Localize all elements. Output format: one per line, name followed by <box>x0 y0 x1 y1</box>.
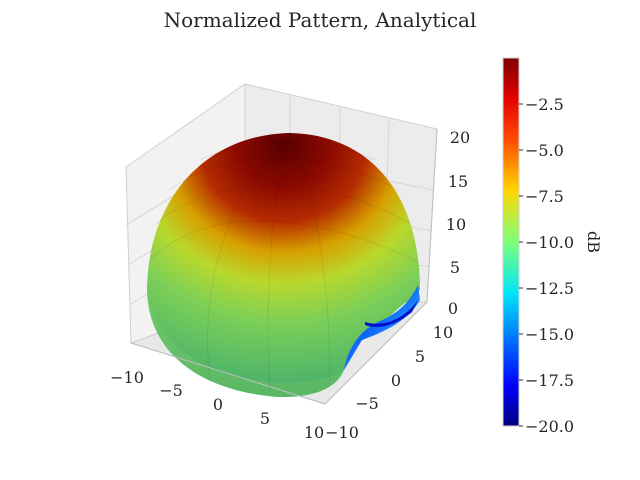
x-tick-label: 0 <box>213 395 223 414</box>
z-tick-label: 0 <box>448 299 458 318</box>
colorbar-tick-label: −15.0 <box>525 325 574 344</box>
colorbar-label: dB <box>584 231 603 253</box>
colorbar-gradient <box>502 57 520 427</box>
surface-mesh-lines <box>149 133 419 393</box>
surface-plot <box>147 133 420 398</box>
z-axis-ticks: 0 5 10 15 20 <box>446 128 470 318</box>
colorbar-tick-label: −17.5 <box>525 371 574 390</box>
z-tick-label: 10 <box>446 215 466 234</box>
x-tick-label: −10 <box>110 368 144 387</box>
colorbar-ticks: −2.5 −5.0 −7.5 −10.0 −12.5 −15.0 −17.5 −20.0 <box>519 95 574 436</box>
axis-lines <box>130 128 438 405</box>
y-tick-label: 0 <box>391 371 401 390</box>
notch-lower <box>365 300 418 328</box>
colorbar-tick-label: −12.5 <box>525 279 574 298</box>
y-tick-label: 10 <box>433 323 453 342</box>
colorbar-tick-label: −5.0 <box>525 141 564 160</box>
colorbar-tick-label: −20.0 <box>525 417 574 436</box>
z-tick-label: 20 <box>450 128 470 147</box>
colorbar-tick-label: −2.5 <box>525 95 564 114</box>
colorbar-tick-label: −7.5 <box>525 187 564 206</box>
chart-title: Normalized Pattern, Analytical <box>164 8 477 32</box>
dome-notch <box>344 285 420 370</box>
colorbar-tick-label: −10.0 <box>525 233 574 252</box>
x-tick-label: 10 <box>304 423 324 442</box>
y-tick-label: −5 <box>355 394 379 413</box>
y-axis-ticks: −10 −5 0 5 10 <box>325 323 453 442</box>
z-tick-label: 5 <box>450 258 460 277</box>
y-tick-label: 5 <box>415 347 425 366</box>
y-tick-label: −10 <box>325 423 359 442</box>
dome-surface <box>147 133 420 383</box>
x-axis-ticks: −10 −5 0 5 10 <box>110 368 324 442</box>
z-tick-label: 15 <box>448 172 468 191</box>
colorbar: −2.5 −5.0 −7.5 −10.0 −12.5 −15.0 −17.5 −20.0 dB <box>502 57 603 436</box>
x-tick-label: 5 <box>260 409 270 428</box>
x-tick-label: −5 <box>159 381 183 400</box>
